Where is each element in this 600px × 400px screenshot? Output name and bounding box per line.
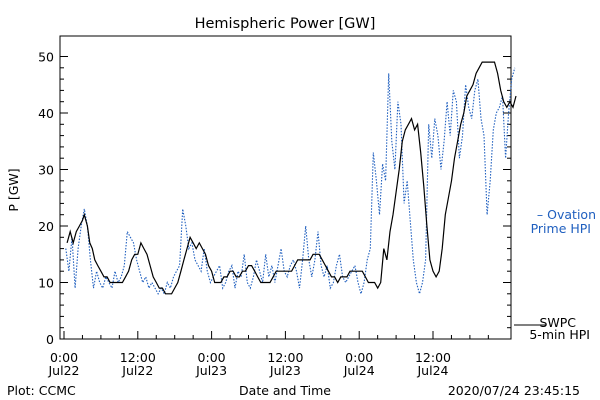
- plot-frame: [59, 35, 512, 340]
- legend-swpc-line1: SWPC: [539, 315, 576, 330]
- x-tick-date: Jul22: [121, 363, 153, 378]
- plot-border: [59, 35, 512, 340]
- x-axis: 0:00Jul2212:00Jul220:00Jul2312:00Jul230:…: [48, 331, 489, 378]
- x-tick-time: 12:00: [120, 350, 156, 365]
- x-axis-label: Date and Time: [239, 383, 331, 398]
- x-tick-date: Jul24: [343, 363, 375, 378]
- x-tick-time: 0:00: [345, 350, 373, 365]
- y-tick-label: 40: [38, 106, 54, 121]
- plot-credit: Plot: CCMC: [7, 383, 76, 398]
- y-tick-label: 50: [38, 50, 54, 65]
- series-ovation-line: [65, 67, 516, 296]
- x-tick-time: 12:00: [415, 350, 451, 365]
- x-tick-date: Jul23: [269, 363, 301, 378]
- series-layer: [65, 61, 517, 296]
- y-tick-label: 20: [38, 219, 54, 234]
- y-axis: 0 10 20 30 40 50: [38, 50, 511, 347]
- x-tick-date: Jul23: [195, 363, 227, 378]
- chart-title: Hemispheric Power [GW]: [195, 16, 376, 32]
- timestamp: 2020/07/24 23:45:15: [448, 383, 580, 398]
- legend-ovation-line2: Prime HPI: [531, 221, 591, 236]
- series-swpc-line: [66, 61, 517, 295]
- x-tick-date: Jul22: [48, 363, 80, 378]
- legend-ovation-line1: – Ovation: [537, 207, 596, 222]
- legend-swpc-line2: 5-min HPI: [529, 327, 590, 342]
- y-tick-label: 0: [46, 332, 54, 347]
- y-axis-label: P [GW]: [6, 168, 21, 211]
- x-tick-time: 0:00: [198, 350, 226, 365]
- y-tick-label: 30: [38, 163, 54, 178]
- x-tick-time: 12:00: [267, 350, 303, 365]
- x-tick-date: Jul24: [417, 363, 449, 378]
- legend: – Ovation Prime HPI SWPC 5-min HPI: [514, 207, 596, 342]
- y-tick-label: 10: [38, 276, 54, 291]
- x-tick-time: 0:00: [50, 350, 78, 365]
